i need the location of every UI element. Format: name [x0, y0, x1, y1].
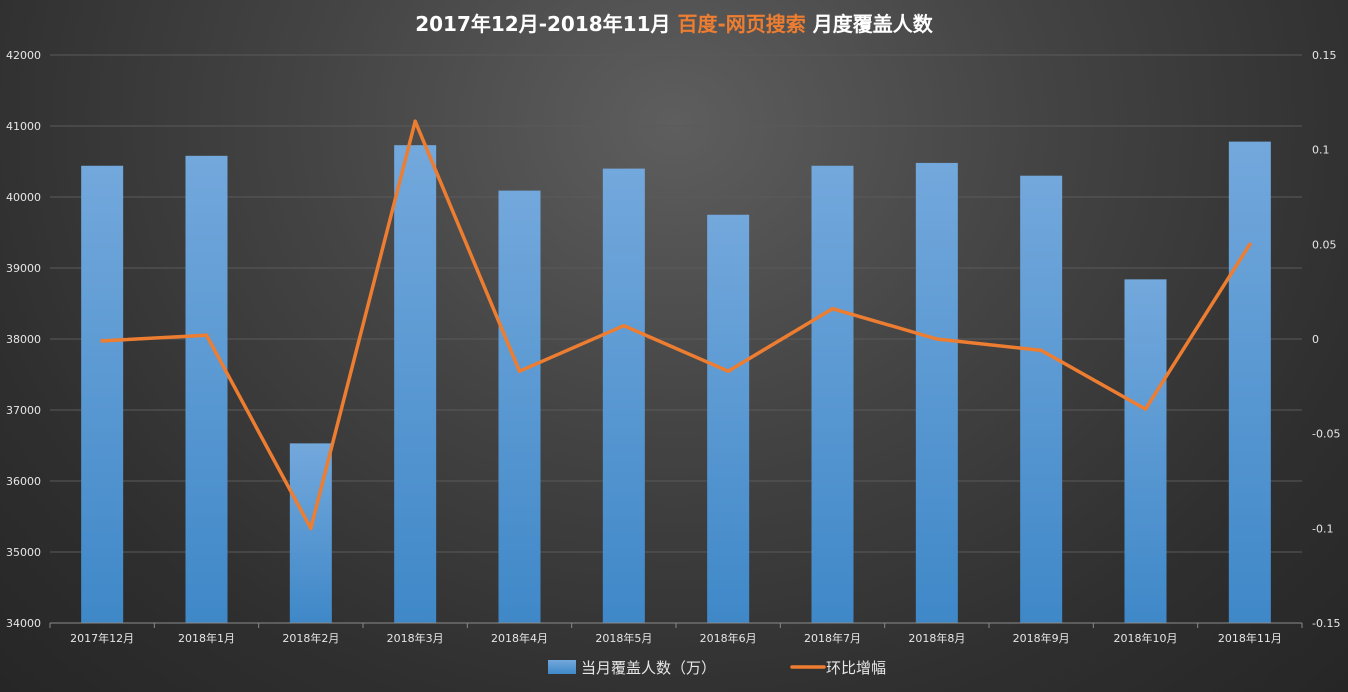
legend-bar-label: 当月覆盖人数（万）: [581, 659, 716, 677]
y-left-tick-label: 36000: [6, 475, 41, 488]
bar: [1124, 279, 1167, 623]
x-tick-label: 2018年3月: [387, 631, 444, 645]
y-right-tick-label: -0.05: [1312, 428, 1340, 441]
y-left-tick-label: 39000: [6, 262, 41, 275]
x-tick-label: 2018年2月: [282, 631, 339, 645]
x-axis: 2017年12月 2018年1月 2018年2月 2018年3月 2018年4月 2018…: [49, 622, 1303, 645]
legend-bar-swatch: [548, 660, 576, 674]
bar: [185, 155, 228, 623]
y-left-tick-label: 35000: [6, 546, 41, 559]
x-tick-label: 2018年1月: [178, 631, 235, 645]
y-right-tick-label: -0.15: [1312, 617, 1340, 630]
bar-series: [81, 141, 1271, 624]
bar: [498, 190, 541, 624]
line-point: [100, 339, 104, 343]
x-tick-label: 2017年12月: [70, 631, 134, 645]
y-right-tick-label: 0.15: [1312, 49, 1337, 62]
y-left-tick-label: 38000: [6, 333, 41, 346]
bar: [81, 165, 124, 623]
line-point: [204, 333, 209, 338]
legend-line-label: 环比增幅: [826, 659, 886, 677]
bar: [394, 145, 437, 624]
line-series: [100, 119, 1252, 531]
y-left-tick-label: 41000: [6, 120, 41, 133]
y-left-tick-label: 42000: [6, 49, 41, 62]
bar: [1228, 141, 1271, 623]
x-tick-label: 2018年11月: [1218, 631, 1282, 645]
x-tick-label: 2018年6月: [700, 631, 757, 645]
x-tick-label: 2018年7月: [804, 631, 861, 645]
line-point: [935, 337, 939, 341]
line-point: [309, 526, 313, 531]
y-left-tick-label: 34000: [6, 617, 41, 630]
chart-title-product: 百度-网页搜索: [677, 12, 805, 36]
right-axis: -0.15 -0.1 -0.05 0 0.05 0.1 0.15: [1312, 49, 1340, 630]
line-point: [517, 369, 522, 373]
chart-title-date-range: 2017年12月-2018年11月: [415, 12, 670, 36]
x-tick-label: 2018年5月: [595, 631, 652, 645]
bar: [811, 165, 854, 623]
bar: [915, 162, 958, 624]
y-left-tick-label: 40000: [6, 191, 41, 204]
gridlines: [50, 54, 1302, 624]
bar: [1020, 175, 1063, 623]
line-point: [1248, 242, 1252, 247]
line-path: [100, 119, 1252, 531]
x-tick-label: 2018年8月: [908, 631, 965, 645]
line-point: [1039, 348, 1043, 353]
line-point: [1143, 407, 1148, 411]
chart-title-metric: 月度覆盖人数: [812, 12, 934, 36]
legend: 当月覆盖人数（万） 环比增幅: [548, 659, 886, 677]
line-point: [726, 369, 730, 373]
line-point: [622, 323, 626, 328]
bar: [602, 168, 645, 623]
chart-title: 2017年12月-2018年11月 百度-网页搜索 月度覆盖人数: [415, 12, 934, 36]
x-tick-label: 2018年10月: [1114, 631, 1178, 645]
y-right-tick-label: 0.05: [1312, 238, 1337, 251]
line-point: [830, 306, 835, 311]
line-point: [413, 119, 417, 124]
x-tick-label: 2018年9月: [1013, 631, 1070, 645]
y-right-tick-label: 0.1: [1312, 144, 1330, 157]
y-right-tick-label: 0: [1312, 333, 1319, 346]
x-tick-label: 2018年4月: [491, 631, 548, 645]
y-left-tick-label: 37000: [6, 404, 41, 417]
y-right-tick-label: -0.1: [1312, 522, 1333, 535]
left-axis: 34000 35000 36000 37000 38000 39000 40000 41000…: [6, 49, 41, 630]
bar: [707, 214, 750, 623]
